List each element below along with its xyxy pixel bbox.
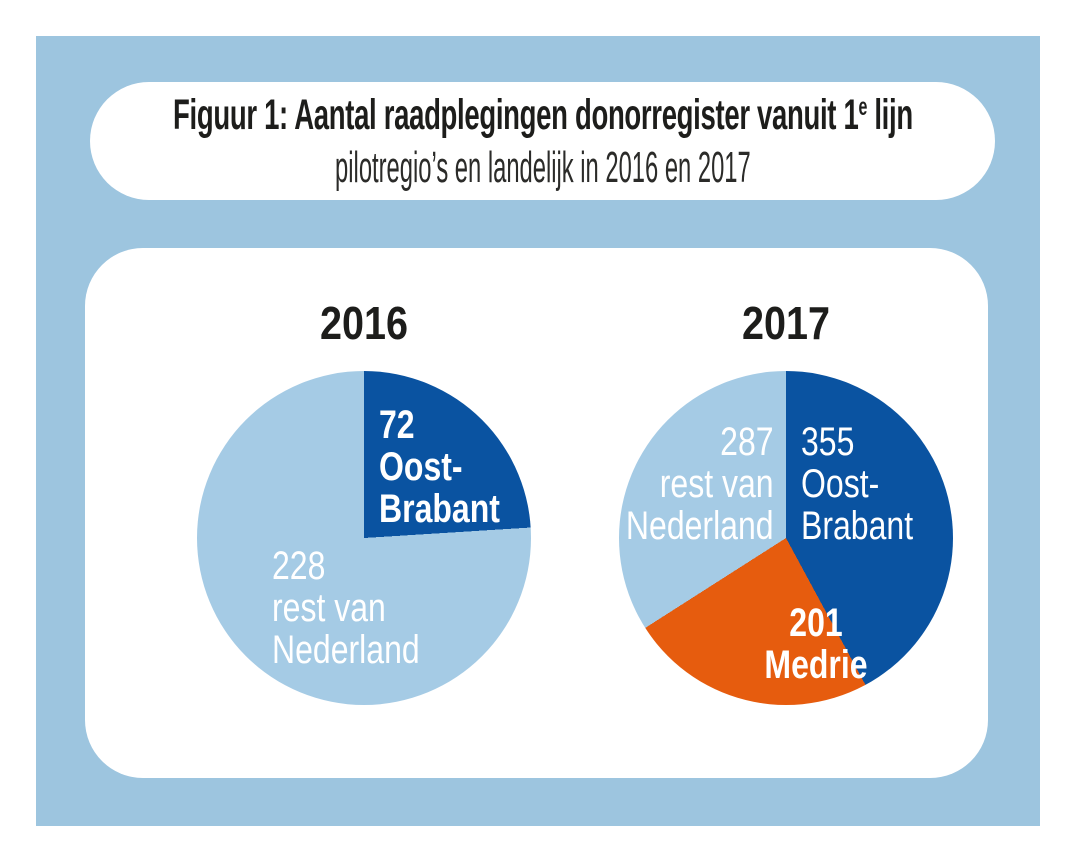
pie-slice-label-2016-oost-brabant: 72 Oost- Brabant: [379, 404, 500, 530]
slice-label-line: Nederland: [626, 504, 774, 548]
slice-label-line: Medrie: [764, 643, 868, 687]
figure-background: Figuur 1: Aantal raadplegingen donorregi…: [36, 36, 1040, 826]
figure-title-suffix: lijn: [866, 91, 913, 139]
slice-value: 287: [720, 420, 774, 464]
figure-subtitle: pilotregio’s en landelijk in 2016 en 201…: [334, 143, 751, 192]
figure-title-superscript: e: [858, 93, 867, 122]
chart-card: 2016 2017 72 Oost- Brabant 228 rest van …: [85, 248, 988, 778]
slice-label-line: Oost-: [379, 445, 463, 489]
slice-value: 72: [379, 403, 415, 447]
pie-heading-2017: 2017: [741, 297, 831, 349]
pie-slice-label-2017-oost-brabant: 355 Oost- Brabant: [801, 421, 913, 547]
slice-value: 201: [789, 601, 843, 645]
slice-label-line: Brabant: [379, 487, 500, 531]
slice-label-line: Oost-: [801, 462, 880, 506]
slice-value: 228: [272, 544, 326, 588]
pie-heading-2016: 2016: [319, 297, 409, 349]
pie-chart-2017: 287 rest van Nederland 355 Oost- Brabant…: [619, 371, 953, 705]
slice-label-line: Nederland: [272, 628, 420, 672]
pie-slice-label-2017-rest-van-nederland: 287 rest van Nederland: [626, 421, 774, 547]
slice-label-line: rest van: [660, 462, 774, 506]
pie-slice-label-2017-medrie: 201 Medrie: [728, 602, 904, 686]
slice-label-line: Brabant: [801, 504, 914, 548]
figure-title-text: Figuur 1: Aantal raadplegingen donorregi…: [172, 91, 859, 139]
figure-title: Figuur 1: Aantal raadplegingen donorregi…: [173, 91, 913, 145]
slice-label-line: rest van: [272, 586, 386, 630]
figure-title-card: Figuur 1: Aantal raadplegingen donorregi…: [90, 82, 995, 200]
slice-value: 355: [801, 420, 855, 464]
pie-slice-label-2016-rest-van-nederland: 228 rest van Nederland: [272, 545, 420, 671]
pie-chart-2016: 72 Oost- Brabant 228 rest van Nederland: [197, 371, 531, 705]
